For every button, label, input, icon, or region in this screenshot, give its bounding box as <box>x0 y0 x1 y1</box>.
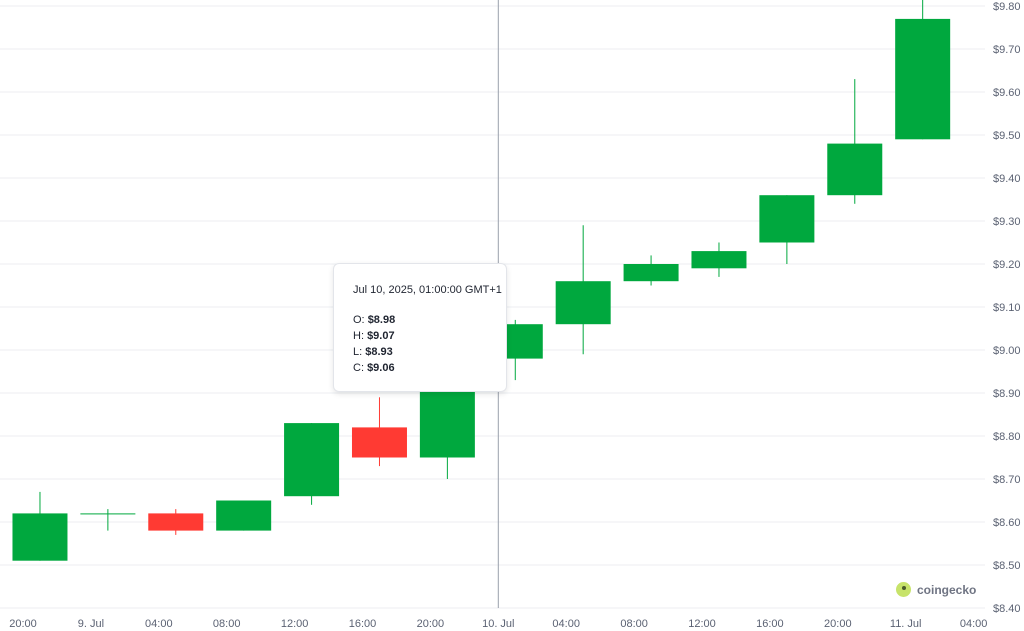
x-axis: 20:00 9. Jul 04:00 08:00 12:00 16:00 20:00 10. … <box>9 618 987 630</box>
candle <box>351 397 407 467</box>
x-tick-label: 08:00 <box>213 618 241 630</box>
y-tick-label: $9.20 <box>993 259 1021 271</box>
tooltip-high: H: $9.07 <box>353 330 395 342</box>
x-tick-label: 12:00 <box>688 618 716 630</box>
candle <box>148 509 204 535</box>
x-tick-label: 04:00 <box>552 618 580 630</box>
ohlc-tooltip: Jul 10, 2025, 01:00:00 GMT+1 O: $8.98 H:… <box>333 263 507 392</box>
x-tick-label: 10. Jul <box>482 618 514 630</box>
tooltip-title: Jul 10, 2025, 01:00:00 GMT+1 <box>353 284 502 296</box>
candle-body <box>148 513 204 531</box>
candle-body <box>216 500 272 531</box>
x-tick-label: 9. Jul <box>78 618 104 630</box>
y-tick-label: $9.40 <box>993 173 1021 185</box>
y-axis: $8.40 $8.50 $8.60 $8.70 $8.80 $8.90 $9.00 $9.10… <box>993 1 1021 615</box>
candle-body <box>759 195 815 243</box>
candle <box>623 255 679 286</box>
candle <box>691 242 747 277</box>
candle-body <box>691 251 747 269</box>
candle <box>216 500 272 531</box>
x-tick-label: 16:00 <box>349 618 377 630</box>
candle-body <box>827 143 883 196</box>
y-tick-label: $8.50 <box>993 560 1021 572</box>
y-tick-label: $9.70 <box>993 44 1021 56</box>
candles <box>12 0 951 561</box>
candle <box>759 195 815 264</box>
candle <box>284 423 340 505</box>
candle-body <box>284 423 340 497</box>
y-tick-label: $8.80 <box>993 431 1021 443</box>
y-tick-label: $9.60 <box>993 87 1021 99</box>
x-tick-label: 12:00 <box>281 618 309 630</box>
candle-body <box>895 18 951 140</box>
y-tick-label: $8.90 <box>993 388 1021 400</box>
x-tick-label: 11. Jul <box>890 618 922 630</box>
y-tick-label: $9.10 <box>993 302 1021 314</box>
tooltip-open: O: $8.98 <box>353 314 396 326</box>
x-tick-label: 08:00 <box>620 618 648 630</box>
x-tick-label: 20:00 <box>9 618 37 630</box>
candle <box>895 0 951 140</box>
x-tick-label: 20:00 <box>824 618 852 630</box>
tooltip-close: C: $9.06 <box>353 362 395 374</box>
gecko-logo-icon <box>896 582 911 597</box>
coingecko-watermark: coingecko <box>896 582 976 597</box>
y-tick-label: $9.30 <box>993 216 1021 228</box>
x-tick-label: 16:00 <box>756 618 784 630</box>
y-tick-label: $8.70 <box>993 474 1021 486</box>
candle <box>555 225 611 355</box>
candle <box>12 491 68 561</box>
grid-lines <box>0 5 985 609</box>
x-tick-label: 20:00 <box>417 618 445 630</box>
candle-body <box>623 264 679 282</box>
candle-body <box>555 281 611 325</box>
tooltip-low: L: $8.93 <box>353 346 393 358</box>
candle-body <box>80 513 136 515</box>
y-tick-label: $8.60 <box>993 517 1021 529</box>
x-tick-label: 04:00 <box>145 618 173 630</box>
y-tick-label: $9.50 <box>993 130 1021 142</box>
candle <box>827 79 883 204</box>
y-tick-label: $8.40 <box>993 603 1021 615</box>
candle <box>80 509 136 531</box>
watermark-text: coingecko <box>917 582 977 597</box>
x-tick-label: 04:00 <box>960 618 988 630</box>
y-tick-label: $9.80 <box>993 1 1021 13</box>
y-tick-label: $9.00 <box>993 345 1021 357</box>
candle-body <box>12 513 68 561</box>
candle-body <box>351 427 407 458</box>
